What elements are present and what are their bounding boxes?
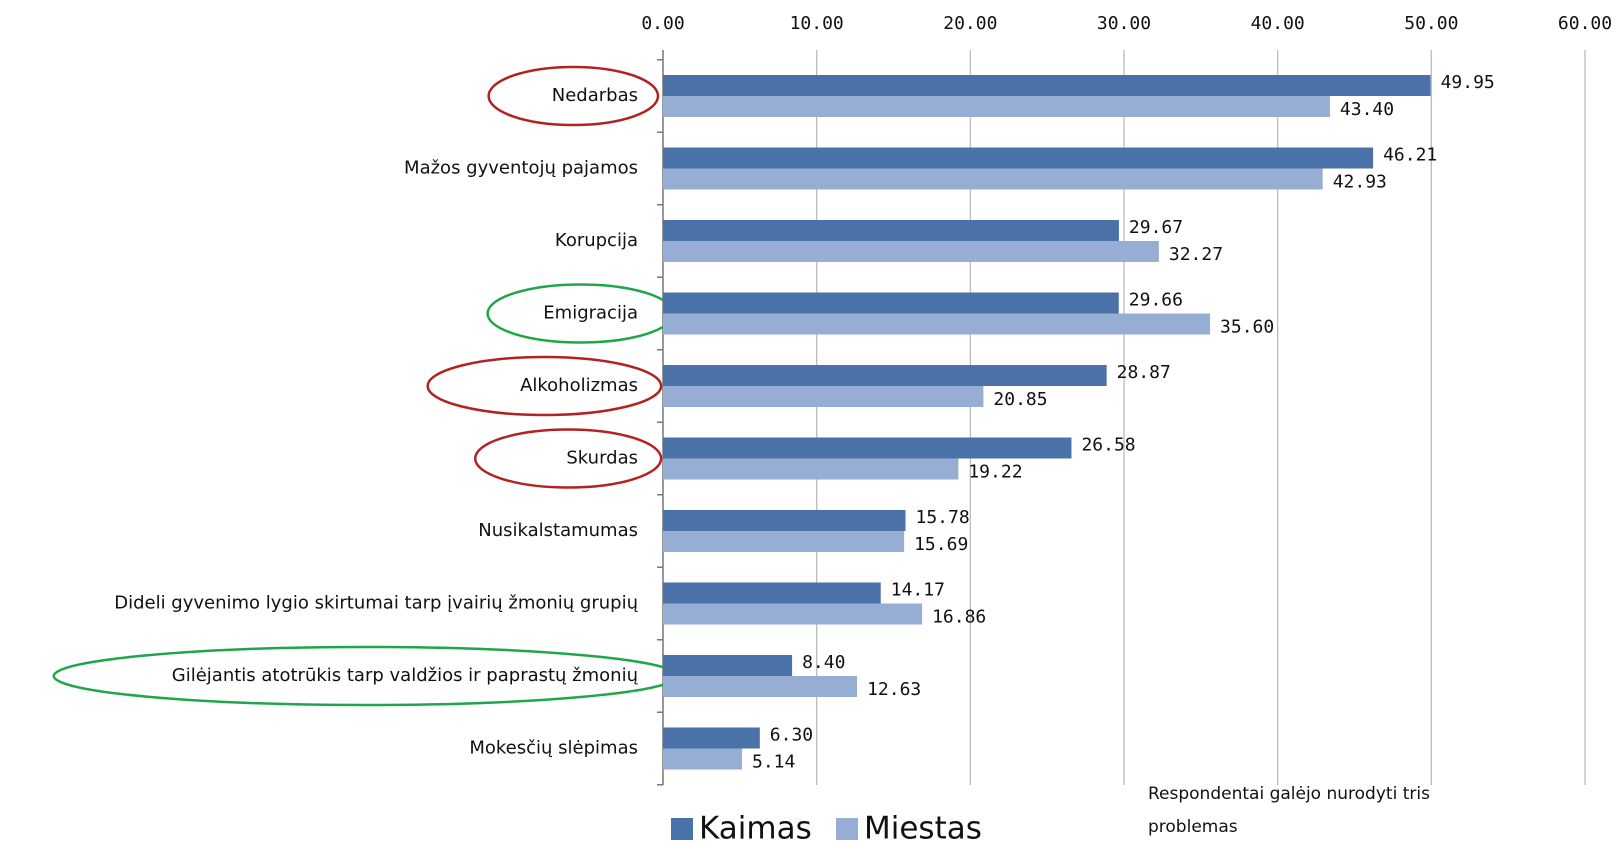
y-tick-label: Dideli gyvenimo lygio skirtumai tarp įva… bbox=[114, 593, 638, 614]
value-label: 15.78 bbox=[915, 507, 969, 528]
legend-swatch bbox=[836, 818, 858, 840]
y-tick-label: Emigracija bbox=[543, 303, 638, 324]
x-tick-label: 40.00 bbox=[1251, 13, 1305, 34]
highlight bbox=[487, 65, 660, 127]
bar bbox=[663, 582, 881, 604]
y-tick-label: Nusikalstamumas bbox=[478, 520, 638, 541]
value-label: 46.21 bbox=[1383, 145, 1437, 166]
legend-label: Miestas bbox=[864, 811, 982, 845]
legend-swatch bbox=[671, 818, 693, 840]
value-label: 43.40 bbox=[1340, 99, 1394, 120]
bar bbox=[663, 437, 1072, 459]
bar bbox=[663, 655, 793, 676]
annotation: problemas bbox=[1148, 817, 1238, 837]
bar bbox=[663, 458, 959, 480]
value-label: 15.69 bbox=[914, 534, 968, 555]
y-tick-label: Skurdas bbox=[566, 448, 638, 469]
y-tick-label: Nedarbas bbox=[552, 85, 638, 106]
x-tick-label: 20.00 bbox=[943, 13, 997, 34]
value-label: 49.95 bbox=[1441, 72, 1495, 93]
value-label: 6.30 bbox=[770, 725, 813, 746]
bar bbox=[663, 510, 906, 531]
value-label: 20.85 bbox=[993, 389, 1047, 410]
highlight bbox=[426, 355, 663, 417]
y-tick-label: Korupcija bbox=[555, 230, 638, 251]
bar bbox=[663, 531, 905, 552]
bar bbox=[663, 241, 1159, 262]
bar bbox=[663, 676, 858, 697]
bar bbox=[663, 386, 984, 407]
bar bbox=[663, 168, 1323, 190]
value-label: 29.67 bbox=[1129, 217, 1183, 238]
y-tick-label: Mokesčių slėpimas bbox=[469, 738, 638, 759]
x-tick-label: 10.00 bbox=[790, 13, 844, 34]
value-label: 14.17 bbox=[891, 580, 945, 601]
bar bbox=[663, 147, 1374, 169]
bar bbox=[663, 96, 1330, 117]
annotation: Respondentai galėjo nurodyti tris bbox=[1148, 784, 1430, 804]
bar bbox=[663, 75, 1431, 96]
bar bbox=[663, 603, 923, 625]
value-label: 32.27 bbox=[1169, 244, 1223, 265]
bar bbox=[663, 365, 1107, 386]
x-tick-label: 30.00 bbox=[1097, 13, 1151, 34]
value-label: 19.22 bbox=[968, 462, 1022, 483]
value-label: 5.14 bbox=[752, 752, 795, 773]
bar bbox=[663, 220, 1119, 241]
value-label: 42.93 bbox=[1333, 172, 1387, 193]
legend-label: Kaimas bbox=[699, 811, 812, 845]
value-label: 26.58 bbox=[1081, 435, 1135, 456]
y-tick-label: Alkoholizmas bbox=[520, 375, 638, 396]
bar bbox=[663, 313, 1211, 335]
x-tick-label: 60.00 bbox=[1558, 13, 1612, 34]
value-label: 8.40 bbox=[802, 652, 845, 673]
bar bbox=[663, 727, 760, 749]
value-label: 35.60 bbox=[1220, 317, 1274, 338]
x-tick-label: 50.00 bbox=[1404, 13, 1458, 34]
y-tick-label: Gilėjantis atotrūkis tarp valdžios ir pa… bbox=[172, 665, 639, 686]
bar bbox=[663, 748, 742, 770]
value-label: 16.86 bbox=[932, 607, 986, 628]
x-tick-label: 0.00 bbox=[641, 13, 684, 34]
highlight bbox=[473, 428, 663, 489]
value-label: 28.87 bbox=[1117, 362, 1171, 383]
value-label: 29.66 bbox=[1129, 290, 1183, 311]
y-tick-label: Mažos gyventojų pajamos bbox=[404, 158, 638, 179]
bar bbox=[663, 292, 1119, 314]
value-label: 12.63 bbox=[867, 679, 921, 700]
